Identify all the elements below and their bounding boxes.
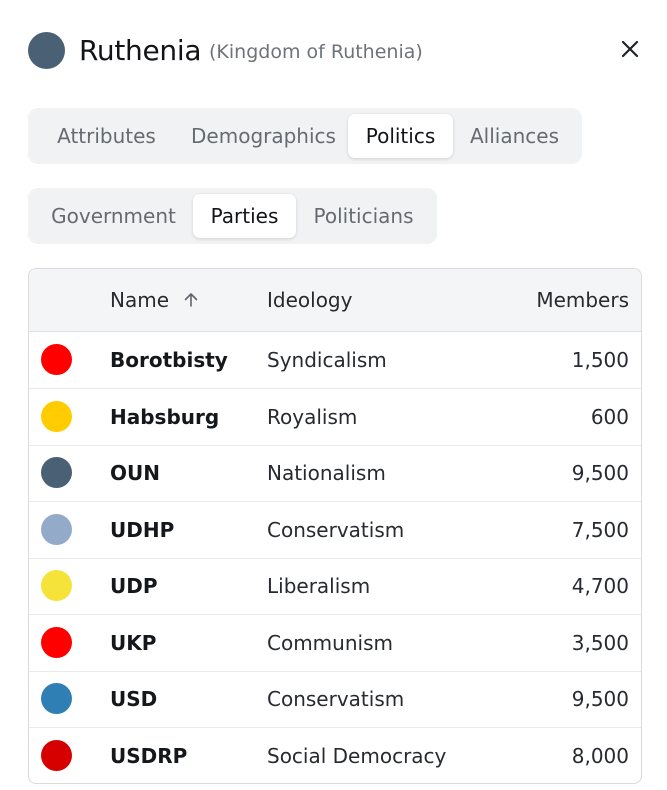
arrow-up-icon <box>185 292 198 307</box>
party-color-dot <box>41 457 72 488</box>
party-color-dot <box>41 344 72 375</box>
country-name: Ruthenia <box>79 34 202 67</box>
column-header-ideology[interactable]: Ideology <box>267 288 353 312</box>
party-members: 1,500 <box>571 348 629 372</box>
party-color-dot <box>41 739 72 771</box>
tab-government[interactable]: Government <box>51 204 176 228</box>
party-members: 8,000 <box>571 743 629 768</box>
table-row[interactable]: USDRP Social Democracy 8,000 <box>29 728 641 784</box>
party-name: Habsburg <box>110 404 220 429</box>
party-color-dot <box>41 570 72 601</box>
close-icon <box>621 40 639 58</box>
party-name: UDP <box>110 574 158 598</box>
table-row[interactable]: UDP Liberalism 4,700 <box>29 558 641 615</box>
close-button[interactable] <box>618 37 642 61</box>
table-row[interactable]: Borotbisty Syndicalism 1,500 <box>29 332 641 389</box>
table-header: Name Ideology Members <box>29 269 641 332</box>
party-members: 9,500 <box>571 461 629 485</box>
party-members: 9,500 <box>571 687 629 711</box>
party-name: USDRP <box>110 743 188 768</box>
tab-alliances[interactable]: Alliances <box>469 124 559 148</box>
column-header-members[interactable]: Members <box>536 288 629 312</box>
country-full-name: (Kingdom of Ruthenia) <box>209 41 423 63</box>
party-ideology: Social Democracy <box>267 743 447 768</box>
table-row[interactable]: USD Conservatism 9,500 <box>29 671 641 728</box>
party-name: OUN <box>110 461 160 485</box>
party-members: 4,700 <box>571 574 629 598</box>
tab-attributes[interactable]: Attributes <box>57 124 156 148</box>
country-color-dot <box>28 32 65 69</box>
parties-table: Name Ideology Members Borotbisty Syndica… <box>28 268 642 784</box>
party-ideology: Liberalism <box>267 574 371 598</box>
main-tab-bar: Attributes Demographics Politics Allianc… <box>28 108 582 164</box>
party-name: UDHP <box>110 517 175 542</box>
column-header-name[interactable]: Name <box>110 269 200 331</box>
party-members: 3,500 <box>571 630 629 655</box>
tab-politicians[interactable]: Politicians <box>313 204 414 228</box>
party-ideology: Conservatism <box>267 517 405 542</box>
table-row[interactable]: UDHP Conservatism 7,500 <box>29 502 641 559</box>
party-color-dot <box>41 513 72 545</box>
table-row[interactable]: Habsburg Royalism 600 <box>29 389 641 446</box>
party-color-dot <box>41 683 72 714</box>
party-members: 600 <box>590 404 629 429</box>
party-name: Borotbisty <box>110 348 228 372</box>
country-header: Ruthenia (Kingdom of Ruthenia) <box>28 32 648 70</box>
politics-sub-tab-bar: Government Parties Politicians <box>28 188 437 244</box>
table-row[interactable]: UKP Communism 3,500 <box>29 615 641 672</box>
party-ideology: Syndicalism <box>267 348 387 372</box>
party-ideology: Conservatism <box>267 687 405 711</box>
table-row[interactable]: OUN Nationalism 9,500 <box>29 445 641 502</box>
tab-parties[interactable]: Parties <box>193 194 296 238</box>
party-ideology: Communism <box>267 630 393 655</box>
party-ideology: Nationalism <box>267 461 386 485</box>
party-color-dot <box>41 626 72 658</box>
column-header-name-label: Name <box>110 288 170 312</box>
party-ideology: Royalism <box>267 404 358 429</box>
tab-politics[interactable]: Politics <box>348 114 453 158</box>
party-color-dot <box>41 400 72 432</box>
party-members: 7,500 <box>571 517 629 542</box>
party-name: USD <box>110 687 158 711</box>
tab-demographics[interactable]: Demographics <box>191 124 336 148</box>
party-name: UKP <box>110 630 157 655</box>
